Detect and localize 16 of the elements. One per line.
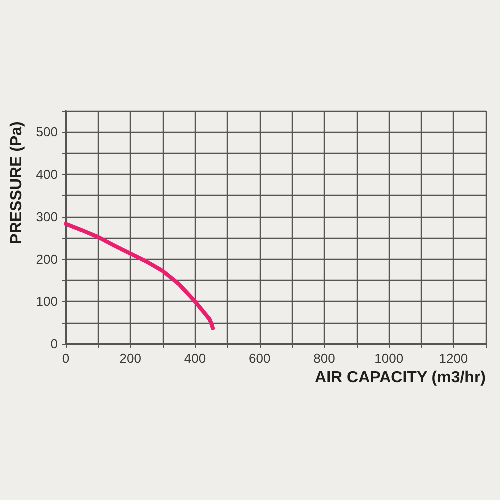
x-tick-label: 400: [184, 351, 206, 366]
y-tick-label: 0: [50, 336, 58, 352]
x-tick-label: 800: [314, 351, 336, 366]
x-tick-label: 1000: [374, 351, 404, 366]
x-tick-label: 1200: [439, 351, 468, 366]
y-tick-label: 200: [36, 252, 58, 267]
x-tick-label: 200: [120, 351, 142, 366]
x-axis-title: AIR CAPACITY (m3/hr): [315, 370, 486, 386]
y-axis-title: PRESSURE (Pa): [8, 122, 26, 244]
x-tick-label: 600: [248, 351, 271, 366]
y-tick-label: 100: [36, 294, 58, 310]
y-tick-label: 400: [36, 167, 58, 182]
y-tick-label: 300: [36, 209, 58, 224]
line-series: [64, 222, 215, 330]
x-tick-label: 0: [62, 351, 70, 366]
y-tick-label: 500: [36, 124, 58, 140]
